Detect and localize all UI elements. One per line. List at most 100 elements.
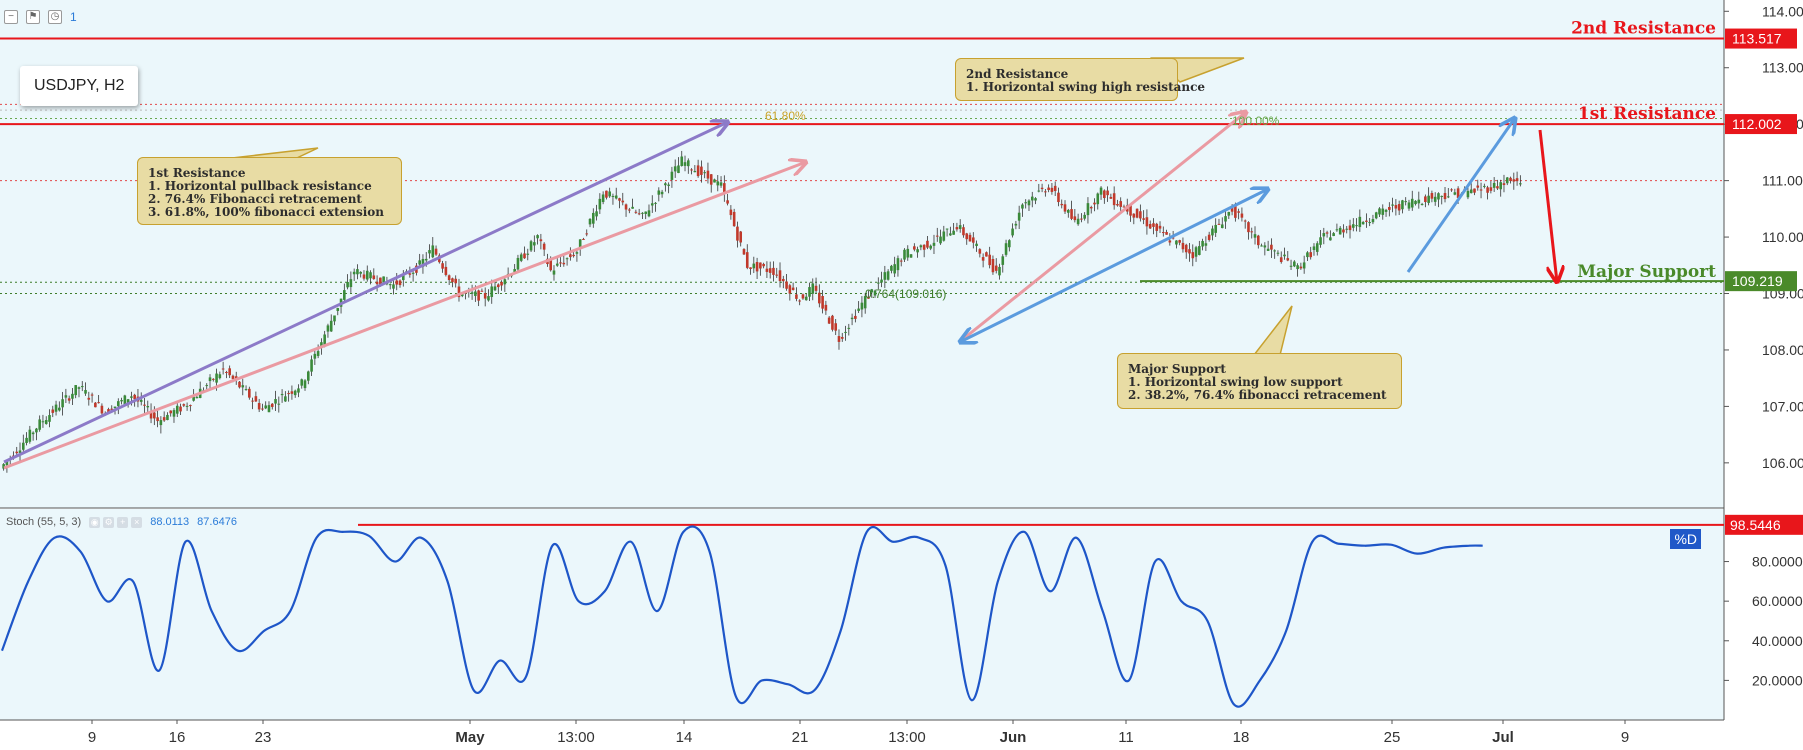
candle-body <box>58 407 61 411</box>
candle-body <box>80 386 84 388</box>
fib-618-label: 61.80% <box>765 109 806 123</box>
candle-body <box>411 272 415 274</box>
candle-body <box>1021 204 1024 209</box>
candle-body <box>1240 213 1244 218</box>
candle-body <box>1384 209 1388 212</box>
candle-body <box>775 274 779 276</box>
candle-body <box>650 203 654 206</box>
candle-body <box>785 281 788 289</box>
candle-body <box>447 275 451 281</box>
indicator-k-value: 88.0113 <box>150 516 190 528</box>
candle-body <box>1109 196 1113 199</box>
candle-body <box>808 287 811 297</box>
alarm-icon[interactable]: ◷ <box>48 10 62 24</box>
candle-body <box>1256 235 1260 246</box>
indicator-name[interactable]: Stoch (55, 5, 3) <box>6 516 82 528</box>
candle-body <box>978 249 982 254</box>
candle-body <box>791 287 795 290</box>
candle-body <box>732 211 736 227</box>
candle-body <box>942 231 946 241</box>
candle-body <box>1184 244 1188 253</box>
close-icon[interactable]: × <box>131 516 143 528</box>
candle-body <box>490 286 494 298</box>
add-icon[interactable]: + <box>117 516 129 528</box>
candle-body <box>929 245 933 249</box>
candle-body <box>903 249 906 260</box>
candle-body <box>1446 196 1450 198</box>
candle-body <box>359 271 363 274</box>
candle-body <box>1201 240 1204 247</box>
candle-body <box>87 397 91 400</box>
candle-body <box>1070 209 1073 219</box>
eye-icon[interactable]: ◉ <box>89 516 101 528</box>
candle-body <box>1266 248 1270 251</box>
candle-body <box>1443 193 1447 200</box>
candle-body <box>526 253 530 255</box>
candle-body <box>1014 223 1018 226</box>
candle-body <box>1089 207 1093 209</box>
flag-icon[interactable]: ⚑ <box>26 10 40 24</box>
candle-body <box>818 292 821 304</box>
candle-body <box>1512 179 1516 182</box>
candle-body <box>729 209 733 216</box>
candle-body <box>303 380 307 389</box>
candle-body <box>595 211 598 217</box>
candle-body <box>1440 195 1444 197</box>
candle-body <box>742 249 746 255</box>
time-axis-bg <box>0 720 1724 750</box>
symbol-label[interactable]: USDJPY, H2 <box>20 66 139 106</box>
candle-body <box>1168 240 1172 243</box>
candle-body <box>64 395 68 398</box>
candle-body <box>356 269 359 275</box>
candle-body <box>460 294 464 297</box>
collapse-icon[interactable]: − <box>4 10 18 24</box>
candle-body <box>1437 193 1440 200</box>
x-tick-label: 25 <box>1384 729 1401 746</box>
candle-body <box>169 410 173 414</box>
candle-body <box>1394 205 1398 209</box>
candle-body <box>1158 225 1162 229</box>
y-tick-label: 111.000 <box>1762 173 1803 189</box>
stoch-d-line <box>0 525 1483 708</box>
fib-764-label: 0.764(109.016) <box>865 287 946 301</box>
candle-body <box>100 405 104 414</box>
candle-body <box>313 353 317 359</box>
candle-body <box>1188 249 1191 254</box>
candle-body <box>159 420 163 426</box>
callout-line: 1. Horizontal swing high resistance <box>966 80 1206 94</box>
red-forecast-arrow <box>1538 129 1557 282</box>
candle-body <box>585 233 589 235</box>
candle-body <box>1371 219 1375 223</box>
candle-body <box>1155 223 1159 231</box>
x-tick-label: Jul <box>1492 729 1514 746</box>
candle-body <box>641 212 644 214</box>
candle-body <box>28 429 32 442</box>
candle-body <box>215 373 218 383</box>
candle-body <box>1424 196 1427 203</box>
candle-body <box>696 165 700 177</box>
candle-body <box>326 325 330 332</box>
candle-body <box>693 170 697 173</box>
candle-body <box>533 242 536 246</box>
candle-body <box>965 233 969 240</box>
candle-body <box>565 258 569 260</box>
candle-body <box>1066 209 1070 213</box>
candle-body <box>847 327 851 329</box>
candle-body <box>788 285 792 294</box>
candle-body <box>1433 196 1437 202</box>
candle-body <box>700 166 703 175</box>
x-tick-label: 9 <box>1621 729 1629 746</box>
candle-body <box>582 238 585 240</box>
candle-body <box>477 290 480 301</box>
candle-body <box>418 260 421 265</box>
candle-body <box>549 258 553 271</box>
candle-body <box>601 194 605 203</box>
candle-body <box>1420 204 1424 206</box>
candle-body <box>1086 203 1090 216</box>
candle-body <box>988 254 991 266</box>
stoch-tick-label: 80.0000 <box>1752 554 1803 570</box>
candle-body <box>74 385 78 396</box>
candle-body <box>588 218 592 225</box>
settings-icon[interactable]: ⚙ <box>103 516 115 528</box>
callout-second-resistance: 2nd Resistance 1. Horizontal swing high … <box>955 58 1206 101</box>
